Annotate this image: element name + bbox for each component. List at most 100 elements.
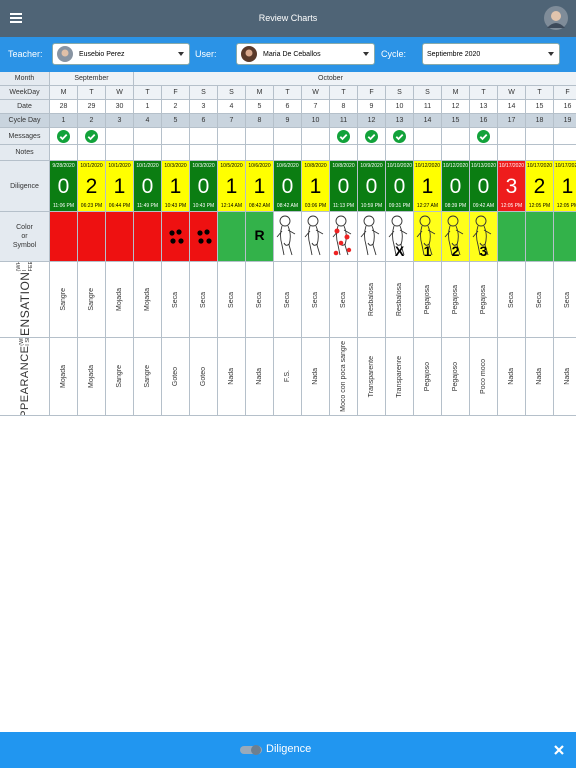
message-check[interactable]: [477, 129, 490, 143]
diligence-time: 03:06 PM: [304, 203, 327, 209]
diligence-date: 9/28/2020: [52, 163, 75, 169]
appearance-text: Sangre: [144, 365, 151, 388]
user-value: Maria De Ceballos: [263, 50, 321, 58]
close-button[interactable]: [554, 745, 564, 755]
row-label: Notes: [0, 145, 50, 161]
appearance-cell: F.S.: [274, 338, 302, 416]
diligence-time: 10:43 PM: [192, 203, 215, 209]
symbol-text: R: [254, 227, 265, 243]
notes-cell: [190, 145, 218, 161]
date-cell: 11: [414, 100, 442, 114]
message-cell: [330, 128, 358, 145]
symbol-text: 1: [423, 243, 432, 259]
diligence-date: 10/17/2020: [498, 163, 525, 169]
cycle-day-cell: 6: [190, 114, 218, 128]
appearance-cell: Nada: [218, 338, 246, 416]
dots-icon: [196, 228, 212, 244]
diligence-cell: 10/12/2020 1 12:27 AM: [414, 161, 442, 212]
notes-cell: [442, 145, 470, 161]
sensation-cell: Pegajosa: [414, 262, 442, 338]
diligence-time: 08:42 AM: [248, 203, 271, 209]
sensation-cell: Resbalosa: [358, 262, 386, 338]
diligence-value: 1: [225, 174, 238, 198]
diligence-cell: 10/12/2020 0 08:39 PM: [442, 161, 470, 212]
diligence-cell: 10/3/2020 0 10:43 PM: [190, 161, 218, 212]
message-check[interactable]: [57, 129, 70, 143]
appearance-text: Pegajoso: [452, 361, 459, 392]
diligence-date: 10/6/2020: [276, 163, 299, 169]
cycle-day-cell: 3: [106, 114, 134, 128]
appearance-text: Nada: [508, 368, 515, 385]
row-label: APPEARANCE(WHAT I SEE): [0, 338, 50, 416]
user-select[interactable]: Maria De Ceballos: [236, 43, 375, 65]
diligence-cell: 10/13/2020 0 09:42 AM: [470, 161, 498, 212]
message-cell: [246, 128, 274, 145]
cycle-day-cell: 17: [498, 114, 526, 128]
sensation-text: Pegajosa: [480, 284, 487, 315]
symbol-cell: 3: [470, 212, 498, 262]
message-cell: [526, 128, 554, 145]
diligence-cell: 10/1/2020 2 06:23 PM: [78, 161, 106, 212]
date-cell: 13: [470, 100, 498, 114]
sensation-text: Mojada: [144, 288, 151, 311]
message-cell: [274, 128, 302, 145]
row-label: SENSATION (WHAT I FEEL): [0, 262, 50, 338]
symbol-cell: [218, 212, 246, 262]
teacher-select[interactable]: Eusebio Perez: [52, 43, 190, 65]
row-label: Cycle Day: [0, 114, 50, 128]
weekday-cell: T: [78, 86, 106, 100]
message-cell: [78, 128, 106, 145]
weekday-cell: S: [386, 86, 414, 100]
profile-avatar[interactable]: [544, 6, 568, 30]
notes-cell: [470, 145, 498, 161]
message-check[interactable]: [337, 129, 350, 143]
message-cell: [134, 128, 162, 145]
date-cell: 3: [190, 100, 218, 114]
appearance-cell: Nada: [246, 338, 274, 416]
bottom-bar: Diligence: [0, 732, 576, 768]
diligence-toggle[interactable]: [240, 745, 262, 755]
message-check[interactable]: [365, 129, 378, 143]
weekday-cell: S: [190, 86, 218, 100]
date-cell: 29: [78, 100, 106, 114]
diligence-time: 06:44 PM: [108, 203, 131, 209]
footer-label: Diligence: [266, 743, 312, 755]
diligence-value: 0: [393, 174, 406, 198]
appearance-text: Poco moco: [480, 358, 487, 395]
date-cell: 6: [274, 100, 302, 114]
diligence-value: 2: [85, 174, 98, 198]
cycle-value: Septiembre 2020: [427, 50, 481, 58]
notes-cell: [106, 145, 134, 161]
baby-icon: [444, 215, 464, 256]
weekday-cell: T: [274, 86, 302, 100]
diligence-value: 1: [421, 174, 434, 198]
diligence-date: 10/8/2020: [304, 163, 327, 169]
notes-cell: [274, 145, 302, 161]
message-cell: [218, 128, 246, 145]
row-label: Messages: [0, 128, 50, 145]
sensation-cell: Seca: [526, 262, 554, 338]
sensation-cell: Seca: [330, 262, 358, 338]
menu-button[interactable]: [10, 13, 22, 23]
sensation-text: Pegajosa: [452, 284, 459, 315]
cycle-day-cell: 14: [414, 114, 442, 128]
row-label: Month: [0, 72, 50, 86]
cycle-select[interactable]: Septiembre 2020: [422, 43, 560, 65]
appearance-text: Goteo: [172, 366, 179, 387]
weekday-cell: T: [526, 86, 554, 100]
diligence-cell: 9/28/2020 0 11:06 PM: [50, 161, 78, 212]
message-check[interactable]: [393, 129, 406, 143]
symbol-cell: [190, 212, 218, 262]
diligence-date: 10/12/2020: [442, 163, 469, 169]
symbol-cell: [526, 212, 554, 262]
notes-cell: [414, 145, 442, 161]
baby-icon: [332, 215, 352, 256]
diligence-cell: 10/17/2020 3 12:05 PM: [498, 161, 526, 212]
message-check[interactable]: [85, 129, 98, 143]
date-cell: 16: [554, 100, 576, 114]
diligence-date: 10/9/2020: [360, 163, 383, 169]
row-label-line: or: [21, 233, 28, 240]
baby-icon: [388, 215, 408, 256]
appearance-cell: Mojada: [78, 338, 106, 416]
diligence-cell: 10/17/2020 1 12:05 PM: [554, 161, 576, 212]
